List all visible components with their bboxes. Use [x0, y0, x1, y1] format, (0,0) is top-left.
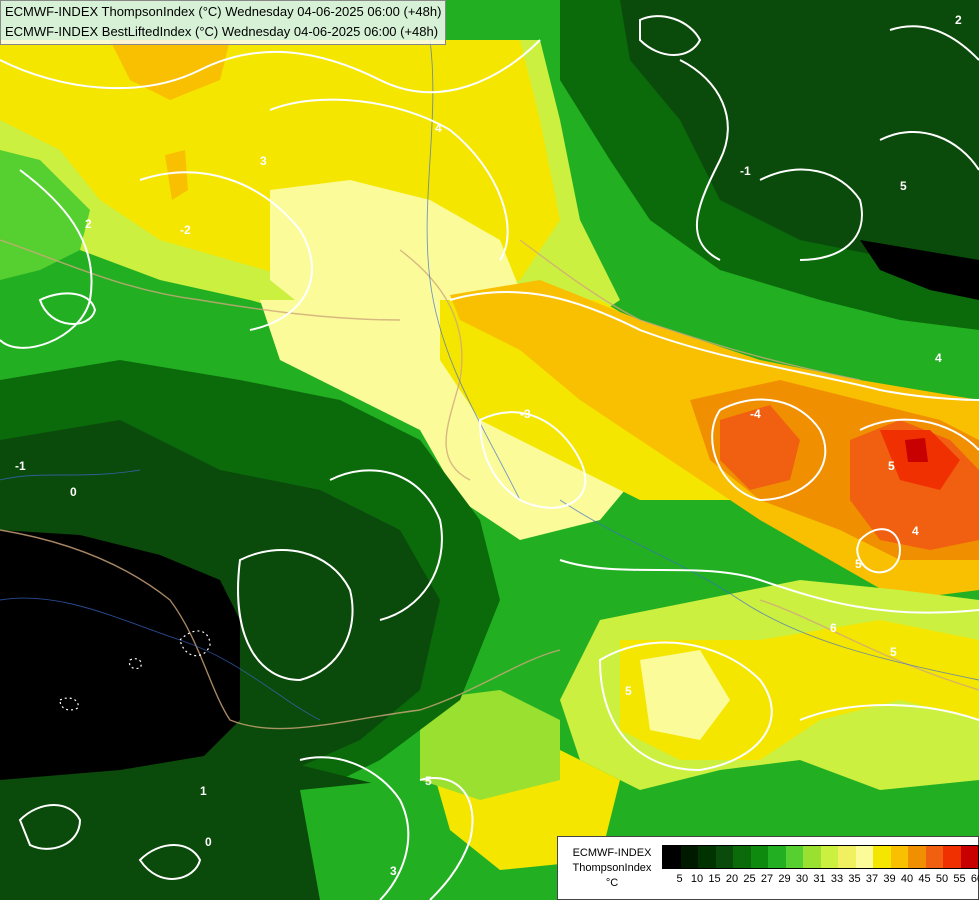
legend-swatch [698, 846, 716, 868]
contour-label: 0 [205, 835, 212, 849]
title-line-thompson: ECMWF-INDEX ThompsonIndex (°C) Wednesday… [5, 4, 442, 19]
legend-tick-label: 40 [900, 873, 914, 885]
contour-label: 4 [935, 351, 942, 365]
contour-label: 5 [888, 459, 895, 473]
field-black-sw [0, 530, 240, 800]
contour-label: 5 [625, 684, 632, 698]
legend-swatch [768, 846, 786, 868]
contour-label: 5 [855, 557, 862, 571]
legend-tick-label: 10 [690, 873, 704, 885]
rivers [0, 39, 979, 721]
field-orange-nw [110, 40, 230, 100]
title-line-bestlifted: ECMWF-INDEX BestLiftedIndex (°C) Wednesd… [5, 24, 439, 39]
legend-swatch [855, 846, 873, 868]
legend-swatch [873, 846, 891, 868]
legend-swatch [803, 846, 821, 868]
legend-tick-label: 27 [760, 873, 774, 885]
legend-swatch [838, 846, 856, 868]
legend-tick-label: 30 [795, 873, 809, 885]
contour-label: 3 [390, 864, 397, 878]
contour-label: 0 [70, 485, 77, 499]
field-green-south [300, 780, 460, 900]
field-darkest-green-ne [620, 0, 979, 280]
map-title-box: ECMWF-INDEX ThompsonIndex (°C) Wednesday… [0, 0, 447, 45]
field-black-ne [860, 240, 979, 300]
contour-label: -3 [520, 407, 531, 421]
contour-label: 6 [830, 621, 837, 635]
legend-swatch [663, 846, 681, 868]
legend-swatch [750, 846, 768, 868]
field-pale-yellow-se [640, 650, 730, 740]
legend-swatch [715, 846, 733, 868]
contour-labels: -4 -3 -2 -1 0 1 2 3 4 5 6 5 4 5 3 0 5 5 … [15, 13, 962, 878]
legend-swatch [680, 846, 698, 868]
field-orange-nw-small [165, 150, 188, 200]
legend-tick-label: 20 [725, 873, 739, 885]
contour-label: -1 [740, 164, 751, 178]
legend-swatch [908, 846, 926, 868]
legend-tick-label: 45 [918, 873, 931, 885]
legend-swatch [820, 846, 838, 868]
contour-label: 5 [900, 179, 907, 193]
country-borders [0, 239, 979, 730]
legend-param-label: ThompsonIndex [572, 862, 652, 874]
legend-model-label: ECMWF-INDEX [572, 847, 652, 859]
legend-swatch [925, 846, 943, 868]
contour-label: -2 [180, 223, 191, 237]
field-red-orange-core [720, 405, 800, 490]
contour-label: 4 [912, 524, 919, 538]
contour-label: 2 [85, 217, 92, 231]
contour-label: 2 [955, 13, 962, 27]
legend-tick-label: 31 [813, 873, 826, 885]
legend-tick-label: 29 [778, 873, 791, 885]
legend-tick-label: 35 [848, 873, 861, 885]
contour-label: 5 [890, 645, 897, 659]
legend-swatch [733, 846, 751, 868]
legend-swatch [943, 846, 961, 868]
legend-swatch [785, 846, 803, 868]
contour-label: 4 [435, 121, 442, 135]
field-deep-red-core [905, 438, 928, 462]
legend-unit-label: °C [605, 877, 619, 889]
field-pale-yellow-nw [270, 180, 520, 330]
legend-tick-label: 33 [830, 873, 844, 885]
legend-tick-label: 50 [935, 873, 949, 885]
legend-swatches [662, 845, 979, 869]
legend-ticks: 5 10 15 20 25 27 29 30 31 33 35 37 39 40 45 50 55 60 [662, 873, 979, 887]
contour-lines [0, 15, 979, 900]
legend-tick-label: 25 [743, 873, 756, 885]
contour-label: -1 [15, 459, 26, 473]
legend-tick-label: 39 [883, 873, 896, 885]
contour-lines-dotted [59, 630, 211, 711]
legend-tick-label: 60 [970, 873, 979, 885]
legend-swatch [890, 846, 908, 868]
contour-label: 1 [200, 784, 207, 798]
legend-tick-label: 15 [708, 873, 721, 885]
contour-label: 5 [425, 774, 432, 788]
field-light-green-south [420, 690, 560, 800]
contour-label: -4 [750, 407, 761, 421]
legend-tick-label: 37 [865, 873, 879, 885]
legend-swatch [960, 846, 978, 868]
legend-tick-label: 55 [953, 873, 966, 885]
contour-label: 3 [260, 154, 267, 168]
legend-tick-label: 5 [676, 873, 683, 885]
color-legend: ECMWF-INDEX ThompsonIndex °C 5 10 15 20 25 27… [557, 836, 979, 900]
